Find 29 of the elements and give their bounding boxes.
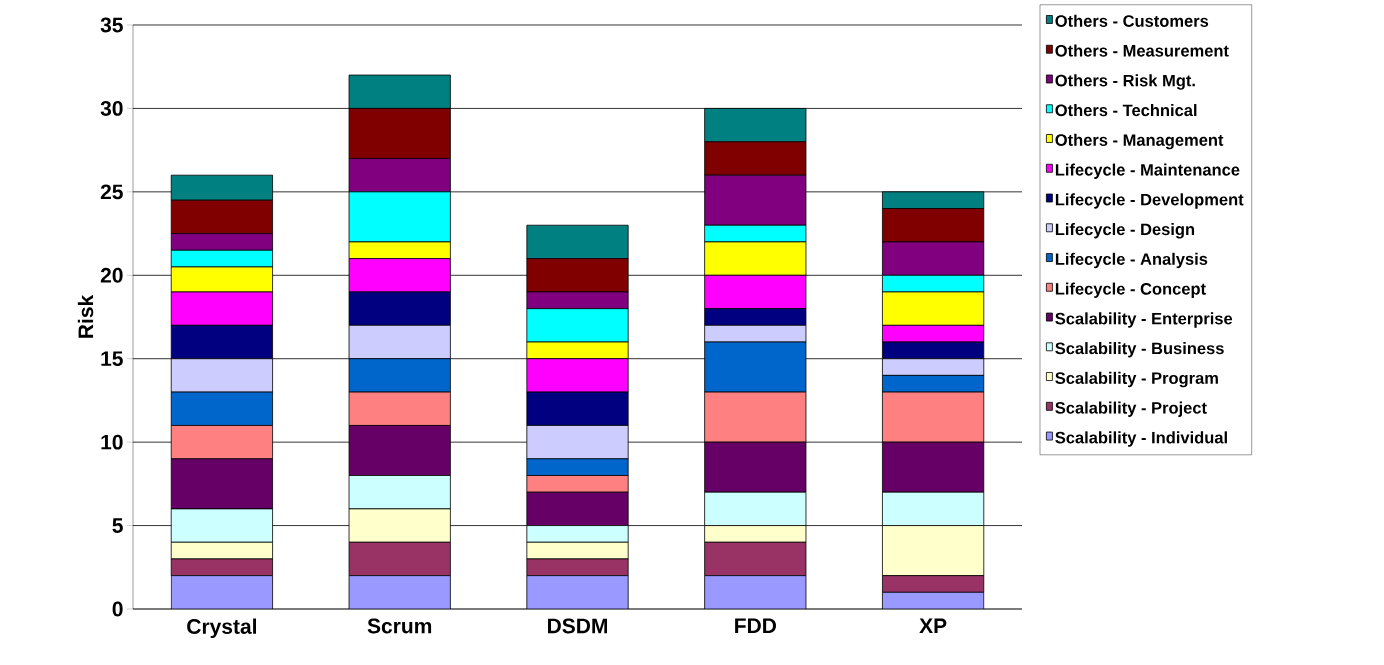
legend-label: Lifecycle - Concept <box>1055 282 1206 298</box>
x-tick-label: FDD <box>735 618 777 633</box>
legend-label: Lifecycle - Development <box>1055 193 1244 209</box>
legend-label: Scalability - Program <box>1055 371 1218 388</box>
legend-label: Others - Customers <box>1055 14 1209 27</box>
y-tick-label: 10 <box>101 434 123 450</box>
legend-label: Others - Management <box>1055 133 1224 150</box>
y-tick-label: 25 <box>100 184 123 200</box>
y-tick-label: 15 <box>101 351 123 367</box>
x-tick-label: DSDM <box>548 618 608 634</box>
y-tick-label: 30 <box>100 100 123 116</box>
legend-label: Others - Technical <box>1055 104 1197 117</box>
legend-label: Scalability - Enterprise <box>1055 312 1233 328</box>
legend-label: Lifecycle - Analysis <box>1055 252 1208 269</box>
y-tick-label: 5 <box>112 518 123 533</box>
y-tick-label: 35 <box>100 17 123 33</box>
legend-label: Scalability - Individual <box>1055 431 1227 447</box>
legend-label: Others - Measurement <box>1055 44 1229 57</box>
legend-label: Others - Risk Mgt. <box>1055 74 1195 90</box>
x-tick-label: Scrum <box>367 618 432 634</box>
x-tick-label: XP <box>919 618 947 633</box>
legend-label: Lifecycle - Maintenance <box>1055 163 1240 179</box>
x-tick-label: Crystal <box>187 618 256 639</box>
legend-label: Scalability - Business <box>1055 342 1224 358</box>
y-tick-label: 0 <box>112 601 123 617</box>
y-tick-label: 20 <box>100 267 123 283</box>
y-axis-title: Risk <box>77 294 94 338</box>
legend-label: Scalability - Project <box>1055 401 1207 417</box>
legend-label: Lifecycle - Design <box>1055 223 1195 239</box>
